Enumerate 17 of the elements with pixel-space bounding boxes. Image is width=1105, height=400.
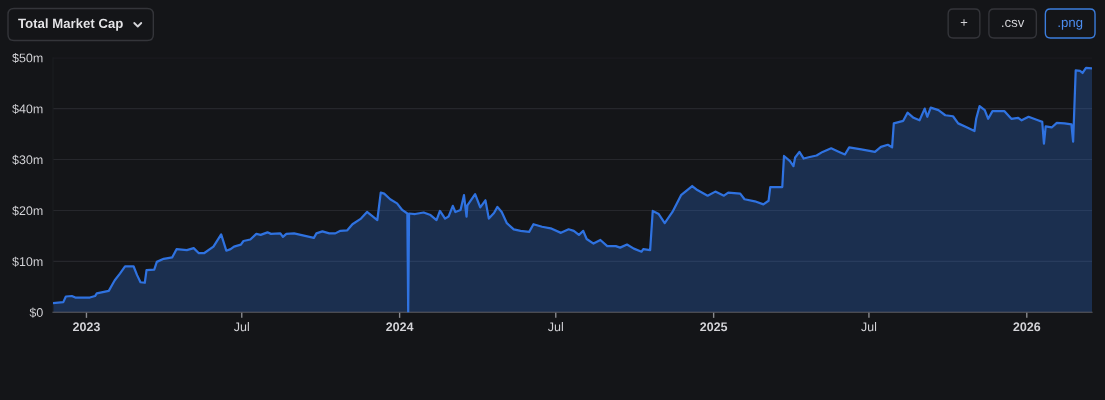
text: .png xyxy=(1058,19,1083,30)
x-tick-label: Jul xyxy=(233,322,249,332)
text: .csv xyxy=(1002,19,1025,28)
y-tick-label: $40m xyxy=(12,103,43,115)
x-tick-label: Jul xyxy=(861,322,877,332)
x-tick-label: 2023 xyxy=(72,322,100,332)
chart-title: Total Market Cap xyxy=(18,18,123,31)
text: + xyxy=(960,19,968,26)
y-tick-label: $0 xyxy=(29,307,43,318)
x-tick-label: 2026 xyxy=(1013,322,1041,332)
x-tick-label: Jul xyxy=(547,322,563,332)
x-tick-label: 2024 xyxy=(386,322,414,332)
y-tick-label: $30m xyxy=(12,154,43,165)
x-tick-label: 2025 xyxy=(700,322,728,332)
y-tick-label: $50m xyxy=(12,52,43,64)
y-tick-label: $10m xyxy=(12,256,43,267)
y-tick-label: $20m xyxy=(12,205,43,216)
